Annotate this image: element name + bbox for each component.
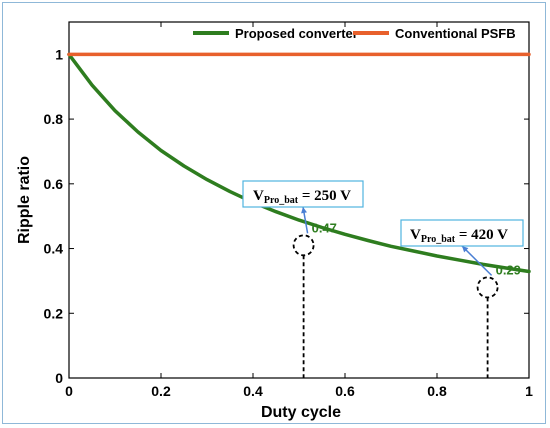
legend-label-proposed: Proposed converter xyxy=(235,26,358,41)
callout-arrowhead xyxy=(462,246,469,253)
annotation-layer: 0.47 0.29 xyxy=(292,206,521,378)
x-axis: 0 0.2 0.4 0.6 0.8 1 xyxy=(65,22,533,399)
x-tick-label: 0 xyxy=(65,383,73,399)
y-axis-title: Ripple ratio xyxy=(16,156,33,244)
x-tick-label: 0.8 xyxy=(427,383,447,399)
point-value-label: 0.29 xyxy=(496,262,521,277)
plot-area xyxy=(68,21,530,379)
ripple-ratio-chart: Proposed converter Conventional PSFB 0 0.… xyxy=(16,21,533,421)
x-tick-label: 0.4 xyxy=(243,383,263,399)
callout-250v-box xyxy=(242,180,364,208)
point-value-label: 0.47 xyxy=(312,220,337,235)
y-tick-label: 0.6 xyxy=(44,176,64,192)
y-tick-label: 1 xyxy=(55,46,63,62)
x-tick-label: 1 xyxy=(525,383,533,399)
y-axis: 0 0.2 0.4 0.6 0.8 1 xyxy=(44,46,529,386)
y-tick-label: 0.4 xyxy=(44,241,64,257)
y-tick-label: 0.8 xyxy=(44,111,64,127)
series-layer xyxy=(67,52,531,274)
x-axis-title: Duty cycle xyxy=(261,404,341,421)
x-tick-label: 0.2 xyxy=(151,383,171,399)
legend-label-conventional: Conventional PSFB xyxy=(395,26,516,41)
x-tick-label: 0.6 xyxy=(335,383,355,399)
callout-420v: VPro_bat = 420 V xyxy=(400,219,524,247)
callout-420v-text: VPro_bat = 420 V xyxy=(410,227,508,245)
y-tick-label: 0 xyxy=(55,370,63,386)
callout-250v-text: VPro_bat = 250 V xyxy=(253,188,351,206)
legend: Proposed converter Conventional PSFB xyxy=(193,26,516,41)
figure-frame: Proposed converter Conventional PSFB 0 0.… xyxy=(2,2,546,424)
highlight-circle xyxy=(292,234,315,257)
y-tick-label: 0.2 xyxy=(44,305,64,321)
highlight-circle xyxy=(476,276,499,299)
callout-arrowhead xyxy=(301,207,307,214)
callout-420v-box xyxy=(400,219,524,247)
callout-arrow xyxy=(461,245,493,276)
callout-250v: VPro_bat = 250 V xyxy=(242,180,364,208)
series-line-proposed xyxy=(67,52,531,274)
